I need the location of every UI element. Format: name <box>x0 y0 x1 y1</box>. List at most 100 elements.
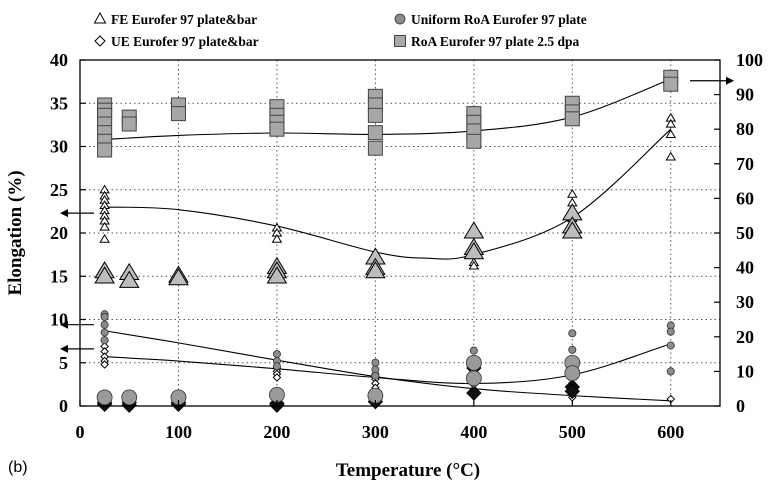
circle-marker <box>96 389 113 406</box>
circle-marker <box>469 346 478 355</box>
circle-marker <box>666 341 675 350</box>
circle-marker <box>121 389 138 406</box>
y-left-tick-label: 5 <box>59 353 68 373</box>
legend-square-icon <box>394 35 406 47</box>
triangle-marker <box>99 221 110 231</box>
y-right-tick-label: 30 <box>736 292 754 312</box>
y-right-tick-label: 100 <box>736 50 763 70</box>
series-diamond <box>100 335 676 404</box>
axis-arrow-head <box>60 344 68 353</box>
triangle-marker <box>561 221 583 239</box>
x-tick-label: 600 <box>657 422 684 442</box>
x-tick-label: 0 <box>76 422 85 442</box>
y-left-tick-label: 40 <box>50 50 68 70</box>
circle-marker <box>666 367 675 376</box>
legend-label: RoA Eurofer 97 plate 2.5 dpa <box>411 34 580 49</box>
series-circle <box>100 310 675 388</box>
triangle-marker <box>266 266 288 284</box>
series-triangle <box>99 112 677 270</box>
trend-line <box>104 343 671 385</box>
circle-marker <box>100 320 109 329</box>
legend-item: RoA Eurofer 97 plate 2.5 dpa <box>394 34 580 49</box>
square-marker <box>367 140 383 156</box>
legend-label: UE Eurofer 97 plate&bar <box>111 34 259 49</box>
legend-circle-icon <box>394 13 406 25</box>
axis-arrow-head <box>726 76 734 85</box>
circle-marker <box>100 312 109 321</box>
legend-label: Uniform RoA Eurofer 97 plate <box>411 12 587 27</box>
square-marker <box>367 125 383 141</box>
square-marker <box>663 76 679 92</box>
square-marker <box>269 121 285 137</box>
series-circle <box>96 354 581 406</box>
y-right-tick-label: 90 <box>736 85 754 105</box>
triangle-marker <box>665 151 677 161</box>
triangle-marker <box>665 118 677 128</box>
triangle-marker <box>168 268 189 286</box>
circle-marker <box>568 329 577 338</box>
circle-marker <box>465 370 482 387</box>
triangle-marker <box>365 261 386 279</box>
y-left-tick-label: 30 <box>50 137 68 157</box>
y-right-tick-label: 10 <box>736 361 754 381</box>
y-right-tick-label: 0 <box>736 396 745 416</box>
axes: 0 100 200 300 400 500 600051015202530354001020… <box>50 50 763 442</box>
diamond-marker <box>272 373 282 382</box>
circle-marker <box>666 327 675 336</box>
square-marker <box>170 106 186 122</box>
y-right-tick-label: 70 <box>736 154 754 174</box>
square-marker <box>466 133 482 149</box>
y-left-tick-label: 20 <box>50 223 68 243</box>
x-tick-label: 200 <box>263 422 290 442</box>
triangle-marker <box>463 221 485 239</box>
y-axis-title: Elongation (%) <box>5 170 26 295</box>
circle-marker <box>568 345 577 354</box>
trend-line <box>104 330 671 402</box>
triangle-marker <box>468 260 480 270</box>
trend-line <box>104 128 672 260</box>
diamond-marker <box>100 360 109 369</box>
triangle-marker <box>567 188 578 198</box>
y-right-tick-label: 50 <box>736 223 754 243</box>
series-triangle <box>94 203 583 288</box>
square-marker <box>367 107 383 123</box>
trend-lines <box>104 78 672 402</box>
triangle-marker <box>271 233 283 243</box>
diamond-marker <box>564 383 581 400</box>
y-right-tick-label: 40 <box>736 258 754 278</box>
y-left-tick-label: 25 <box>50 180 68 200</box>
circle-marker <box>465 354 482 371</box>
triangle-marker <box>463 242 485 260</box>
y-right-tick-label: 80 <box>736 119 754 139</box>
x-tick-label: 500 <box>559 422 586 442</box>
circle-marker <box>100 336 109 345</box>
y-right-tick-label: 60 <box>736 188 754 208</box>
triangle-marker <box>118 270 140 288</box>
circle-marker <box>371 358 380 367</box>
panel-label: (b) <box>8 459 28 476</box>
circle-marker <box>272 362 281 371</box>
triangle-marker <box>99 233 110 243</box>
legend-triangle-icon <box>93 11 107 24</box>
circle-marker <box>564 365 581 382</box>
triangle-marker <box>94 266 115 284</box>
circle-marker <box>371 371 380 380</box>
series-diamond <box>96 360 581 413</box>
x-tick-label: 300 <box>362 422 389 442</box>
x-tick-label: 100 <box>165 422 192 442</box>
square-marker <box>97 142 113 158</box>
circle-marker <box>272 350 281 359</box>
y-right-tick-label: 20 <box>736 327 754 347</box>
x-axis-title: Temperature (°C) <box>336 460 480 481</box>
legend: FE Eurofer 97 plate&bar Uniform RoA Eurof… <box>93 11 587 49</box>
circle-marker <box>100 328 109 337</box>
x-tick-label: 400 <box>460 422 487 442</box>
axis-arrow-head <box>60 320 68 329</box>
trend-line <box>104 78 671 141</box>
legend-item: Uniform RoA Eurofer 97 plate <box>394 12 587 27</box>
axis-arrow-head <box>60 209 68 218</box>
series-square <box>97 69 679 158</box>
legend-item: UE Eurofer 97 plate&bar <box>94 34 259 49</box>
y-left-tick-label: 35 <box>50 93 68 113</box>
